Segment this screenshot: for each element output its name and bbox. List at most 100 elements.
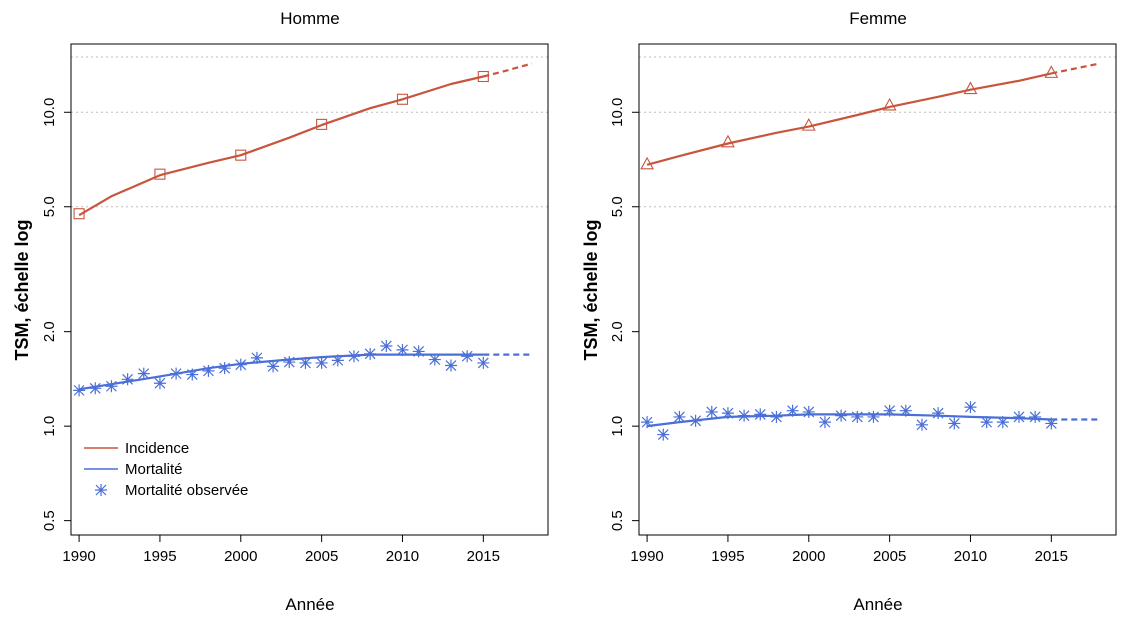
series-line <box>78 353 484 391</box>
data-point <box>396 343 409 356</box>
x-tick-label: 2010 <box>954 548 987 565</box>
data-point <box>299 356 312 369</box>
legend-label: Mortalité <box>125 461 183 478</box>
data-point <box>315 356 328 369</box>
data-point <box>996 416 1009 429</box>
y-tick-label: 0.5 <box>41 510 58 531</box>
y-tick-label: 2.0 <box>609 321 626 342</box>
data-point <box>170 367 183 380</box>
data-point <box>754 408 767 421</box>
projection-line <box>1051 62 1101 75</box>
y-tick-label: 10.0 <box>609 98 626 127</box>
data-point <box>786 404 799 417</box>
data-point <box>105 380 118 393</box>
x-tick-label: 2015 <box>1035 548 1068 565</box>
data-point <box>347 350 360 363</box>
data-point <box>153 377 166 390</box>
x-tick-label: 1990 <box>62 548 95 565</box>
data-point <box>331 354 344 367</box>
data-point <box>1029 410 1042 423</box>
data-point <box>154 168 166 180</box>
data-point <box>73 384 86 397</box>
data-point <box>640 156 655 170</box>
projection-line <box>483 62 533 78</box>
data-point <box>802 405 815 418</box>
x-tick-label: 2005 <box>873 548 906 565</box>
series-line <box>646 72 1052 166</box>
data-point <box>818 416 831 429</box>
data-point <box>267 360 280 373</box>
data-point <box>235 149 247 161</box>
data-point <box>234 358 247 371</box>
data-point <box>932 407 945 420</box>
data-point <box>137 367 150 380</box>
legend: Incidence Mortalité Mortalité observée <box>84 440 248 499</box>
data-point <box>1044 65 1059 78</box>
data-point <box>883 404 896 417</box>
data-point <box>316 118 328 130</box>
chart-title: Homme <box>280 9 340 28</box>
series-0 <box>640 62 1101 170</box>
data-point <box>412 345 425 358</box>
data-point <box>121 373 134 386</box>
data-point <box>964 401 977 414</box>
data-point <box>202 364 215 377</box>
data-point <box>673 410 686 423</box>
y-tick-label: 1.0 <box>41 416 58 437</box>
y-tick-label: 5.0 <box>609 196 626 217</box>
x-tick-label: 2010 <box>386 548 419 565</box>
data-point <box>770 410 783 423</box>
series-2 <box>73 340 490 397</box>
x-tick-label: 1995 <box>711 548 744 565</box>
data-point <box>186 368 199 381</box>
data-point <box>380 340 393 353</box>
series-2 <box>641 401 1058 441</box>
data-point <box>89 382 102 395</box>
x-tick-label: 2005 <box>305 548 338 565</box>
legend-marker <box>95 484 107 496</box>
data-point <box>364 347 377 360</box>
x-axis-label: Année <box>285 595 334 614</box>
data-point <box>915 418 928 431</box>
data-point <box>250 351 263 364</box>
series-line <box>78 75 484 217</box>
data-point <box>657 428 670 441</box>
data-point <box>1045 417 1058 430</box>
x-tick-label: 1995 <box>143 548 176 565</box>
data-point <box>963 81 978 95</box>
data-point <box>851 410 864 423</box>
x-tick-label: 1990 <box>630 548 663 565</box>
x-axis-label: Année <box>853 595 902 614</box>
y-axis-label: TSM, échelle log <box>581 219 601 360</box>
data-point <box>218 362 231 375</box>
plot-frame <box>70 43 549 536</box>
data-point <box>689 414 702 427</box>
y-tick-label: 2.0 <box>41 321 58 342</box>
data-point <box>705 405 718 418</box>
x-tick-label: 2000 <box>224 548 257 565</box>
data-point <box>835 409 848 422</box>
data-point <box>899 404 912 417</box>
data-point <box>73 208 85 220</box>
data-point <box>721 134 735 148</box>
y-tick-label: 10.0 <box>41 98 58 127</box>
y-tick-label: 0.5 <box>609 510 626 531</box>
data-point <box>641 416 654 429</box>
chart-title: Femme <box>849 9 907 28</box>
data-point <box>867 410 880 423</box>
data-point <box>738 409 751 422</box>
data-point <box>1012 410 1025 423</box>
data-point <box>461 350 474 363</box>
data-point <box>477 356 490 369</box>
y-axis-label: TSM, échelle log <box>12 219 32 360</box>
data-point <box>477 70 489 83</box>
legend-label: Incidence <box>125 440 189 457</box>
chart-panel-0: Homme Année TSM, échelle log 1990 1995 2000 20… <box>12 9 549 614</box>
y-tick-label: 5.0 <box>41 196 58 217</box>
data-point <box>882 97 897 111</box>
data-point <box>948 417 961 430</box>
data-point <box>444 359 457 372</box>
data-point <box>980 416 993 429</box>
chart-panel-1: Femme Année TSM, échelle log 1990 1995 2000 20… <box>581 9 1117 614</box>
